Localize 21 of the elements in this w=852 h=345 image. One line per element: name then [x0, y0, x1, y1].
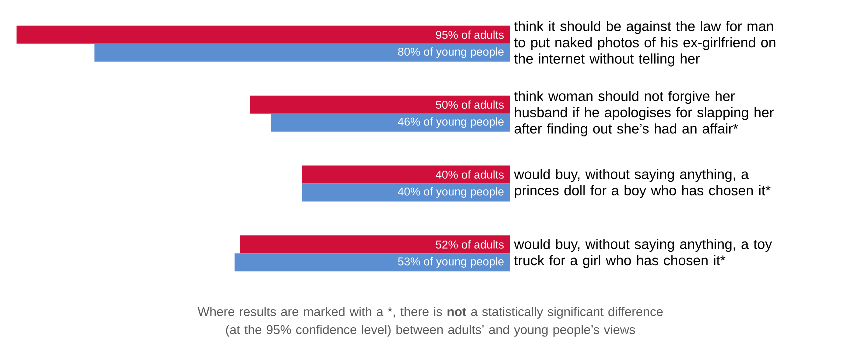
data-label: 95% of adults [436, 30, 504, 40]
bar [240, 236, 510, 254]
data-label: 80% of young people [398, 48, 504, 58]
bar [234, 254, 510, 272]
y-tick-label: think woman should not forgive her husband if he apologises for slapping her after finding out she’s had an affair* [514, 91, 774, 137]
bar [16, 26, 510, 44]
bar [94, 44, 510, 62]
y-tick-label: would buy, without saying anything, a princes doll for a boy who has chosen it* [514, 169, 771, 198]
data-label: 40% of adults [436, 170, 504, 179]
text: Where results are marked with a *, there is not a statistically significant difference (at the 95% confidence level) between adults’ and young people’s views [198, 307, 663, 337]
data-label: 46% of young people [398, 118, 504, 128]
bar [302, 184, 510, 202]
data-label: 40% of young people [398, 187, 504, 198]
data-label: 52% of adults [436, 240, 504, 249]
data-label: 50% of adults [436, 100, 504, 109]
data-label: 53% of young people [398, 257, 504, 268]
bar [250, 96, 510, 114]
bar [271, 114, 510, 132]
bar [302, 166, 510, 184]
y-tick-label: would buy, without saying anything, a toy truck for a girl who has chosen it* [514, 239, 772, 268]
y-tick-label: think it should be against the law for man to put naked photos of his ex-girlfriend on the internet without telling her [514, 21, 776, 67]
